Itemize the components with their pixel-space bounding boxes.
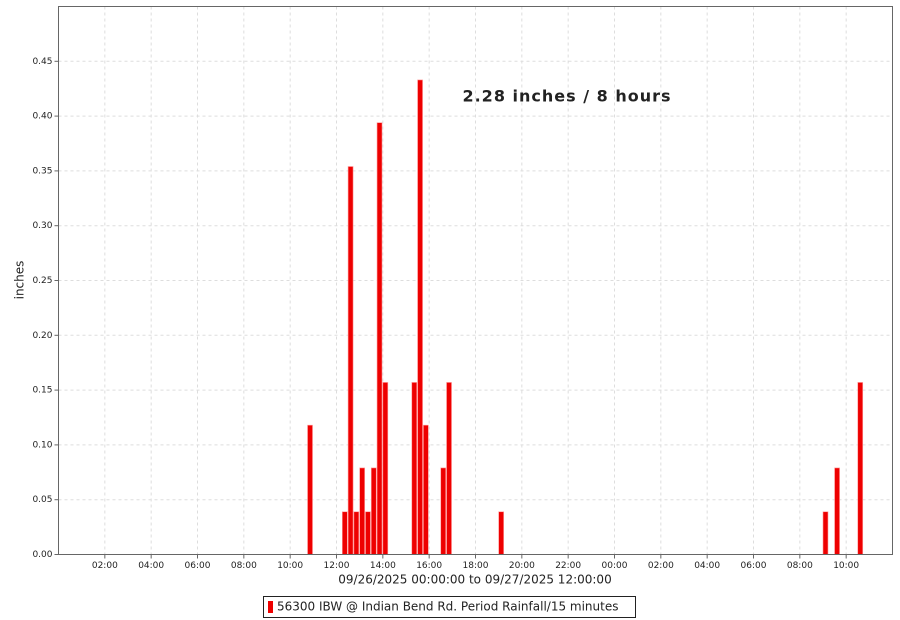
grid xyxy=(58,6,893,555)
x-tick-label: 06:00 xyxy=(185,561,211,571)
bar xyxy=(341,511,348,555)
x-tick-label: 20:00 xyxy=(509,561,535,571)
bar xyxy=(822,511,829,555)
y-tick-label: 0.10 xyxy=(32,440,52,450)
x-tick-label: 06:00 xyxy=(741,561,767,571)
y-tick-label: 0.30 xyxy=(32,221,52,231)
x-tick-label: 00:00 xyxy=(602,561,628,571)
bar xyxy=(370,467,377,555)
bar xyxy=(446,382,452,555)
x-tick-label: 02:00 xyxy=(648,561,674,571)
bar xyxy=(417,79,423,555)
legend-swatch xyxy=(268,601,273,613)
y-axis-label: inches xyxy=(13,261,27,300)
bar xyxy=(382,382,389,555)
bar xyxy=(307,424,313,555)
bar xyxy=(359,467,365,555)
x-tick-label: 16:00 xyxy=(416,561,442,571)
bar xyxy=(365,511,371,555)
x-tick-label: 22:00 xyxy=(555,561,581,571)
bar xyxy=(440,467,447,555)
y-tick-label: 0.05 xyxy=(32,495,52,505)
bars xyxy=(307,79,864,555)
x-tick-label: 04:00 xyxy=(138,561,164,571)
x-tick-label: 04:00 xyxy=(694,561,720,571)
y-tick-label: 0.15 xyxy=(32,386,52,396)
x-tick-label: 02:00 xyxy=(92,561,118,571)
bar xyxy=(376,122,383,555)
x-axis-label: 09/26/2025 00:00:00 to 09/27/2025 12:00:… xyxy=(338,573,611,587)
x-tick-label: 08:00 xyxy=(787,561,813,571)
legend-label: 56300 IBW @ Indian Bend Rd. Period Rainf… xyxy=(277,600,618,614)
y-tick-label: 0.45 xyxy=(32,57,52,67)
y-tick-label: 0.00 xyxy=(32,550,52,560)
bar xyxy=(498,511,504,555)
legend-box xyxy=(263,596,636,618)
y-tick-label: 0.25 xyxy=(32,276,52,286)
x-tick-label: 10:00 xyxy=(833,561,859,571)
bar xyxy=(834,467,840,555)
x-tick-label: 14:00 xyxy=(370,561,396,571)
x-tick-label: 18:00 xyxy=(463,561,489,571)
y-tick-label: 0.20 xyxy=(32,331,52,341)
bar xyxy=(353,511,360,555)
bar xyxy=(857,382,864,555)
x-tick-label: 10:00 xyxy=(277,561,303,571)
bar xyxy=(347,166,354,555)
y-tick-label: 0.40 xyxy=(32,112,52,122)
bar xyxy=(411,382,418,555)
x-tick-label: 08:00 xyxy=(231,561,257,571)
bar xyxy=(423,424,429,555)
y-tick-label: 0.35 xyxy=(32,166,52,176)
annotation: 2.28 inches / 8 hours xyxy=(462,87,671,106)
x-tick-label: 12:00 xyxy=(324,561,350,571)
